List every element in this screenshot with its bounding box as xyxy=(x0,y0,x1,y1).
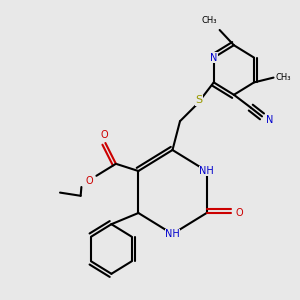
Text: O: O xyxy=(85,176,93,186)
Text: S: S xyxy=(195,95,202,105)
Text: N: N xyxy=(210,52,218,63)
Text: NH: NH xyxy=(165,229,180,239)
Text: CH₃: CH₃ xyxy=(275,73,291,82)
Text: N: N xyxy=(266,115,273,124)
Text: CH₃: CH₃ xyxy=(201,16,217,25)
Text: O: O xyxy=(236,208,243,218)
Text: O: O xyxy=(101,130,109,140)
Text: NH: NH xyxy=(199,166,214,176)
